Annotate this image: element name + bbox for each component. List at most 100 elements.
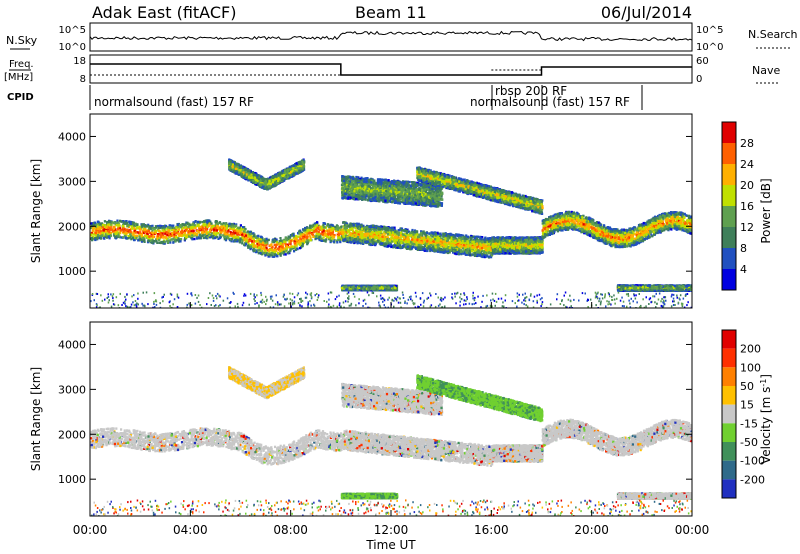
heatmap-cell (247, 179, 250, 182)
heatmap-cell (157, 229, 161, 232)
heatmap-cell (302, 239, 305, 242)
heatmap-cell (207, 231, 210, 234)
heatmap-cell (192, 225, 195, 229)
heatmap-cell (243, 226, 246, 229)
heatmap-cell (162, 239, 166, 242)
heatmap-cell (228, 162, 231, 166)
heatmap-cell (290, 167, 294, 170)
heatmap-cell (187, 225, 190, 228)
heatmap-cell (300, 232, 304, 235)
heatmap-cell (332, 227, 335, 230)
heatmap-cell (312, 228, 315, 231)
heatmap-cell (103, 220, 106, 223)
heatmap-cell (249, 234, 252, 238)
heatmap-cell (157, 233, 160, 236)
heatmap-cell (239, 231, 242, 234)
cpid-label: CPID (7, 92, 34, 103)
heatmap-cell (278, 249, 282, 253)
heatmap-cell (138, 234, 141, 237)
heatmap-cell (261, 186, 264, 189)
heatmap-cell (292, 164, 295, 167)
heatmap-cell (279, 254, 282, 257)
heatmap-cell (160, 235, 163, 239)
heatmap-cell (168, 232, 171, 235)
heatmap-cell (317, 233, 321, 236)
heatmap-cell (281, 244, 284, 247)
heatmap-cell (273, 238, 276, 241)
heatmap-cell (246, 169, 249, 172)
heatmap-cell (262, 185, 265, 188)
heatmap-cell (129, 233, 132, 236)
heatmap-cell (337, 226, 341, 230)
heatmap-cell (224, 222, 227, 226)
heatmap-cell (103, 227, 106, 231)
heatmap-cell (168, 224, 171, 228)
heatmap-cell (338, 230, 342, 234)
heatmap-cell (226, 235, 229, 238)
heatmap-cell (223, 227, 227, 230)
heatmap-cell (262, 239, 265, 242)
heatmap-cell (241, 228, 244, 231)
heatmap-cell (214, 236, 217, 239)
heatmap-cell (316, 221, 319, 224)
heatmap-cell (288, 240, 291, 243)
heatmap-cell (142, 228, 145, 231)
heatmap-cell (193, 232, 196, 235)
heatmap-cell (261, 183, 264, 186)
heatmap-cell (318, 237, 321, 240)
heatmap-cell (117, 221, 120, 224)
heatmap-cell (298, 239, 301, 243)
heatmap-cell (208, 219, 211, 222)
heatmap-cell (128, 225, 131, 229)
heatmap-cell (242, 169, 245, 172)
heatmap-cell (191, 235, 194, 238)
heatmap-cell (271, 252, 274, 255)
heatmap-cell (150, 239, 153, 242)
heatmap-cell (194, 220, 197, 223)
heatmap-cell (322, 229, 325, 232)
heatmap-cell (134, 231, 137, 234)
heatmap-cell (238, 239, 241, 242)
heatmap-cell (171, 234, 174, 237)
heatmap-cell (327, 223, 330, 226)
heatmap-cell (99, 230, 102, 233)
heatmap-cell (267, 180, 270, 184)
heatmap-cell (156, 241, 159, 244)
heatmap-cell (329, 225, 332, 228)
heatmap-cell (141, 223, 144, 226)
heatmap-cell (177, 239, 180, 242)
heatmap-cell (288, 174, 291, 177)
heatmap-cell (251, 245, 254, 248)
heatmap-cell (214, 224, 217, 227)
heatmap-cell (140, 234, 143, 237)
heatmap-cell (107, 232, 110, 235)
heatmap-cell (208, 221, 212, 224)
heatmap-cell (159, 241, 163, 245)
heatmap-cell (286, 168, 289, 172)
heatmap-cell (259, 184, 262, 187)
heatmap-cell (252, 235, 256, 238)
heatmap-cell (167, 229, 171, 232)
heatmap-cell (238, 169, 241, 172)
heatmap-cell (255, 240, 258, 243)
heatmap-cell (271, 245, 274, 249)
heatmap-cell (172, 224, 175, 227)
heatmap-cell (337, 230, 340, 233)
heatmap-cell (130, 225, 134, 228)
heatmap-cell (289, 239, 292, 243)
heatmap-cell (135, 227, 138, 230)
heatmap-cell (281, 246, 284, 249)
heatmap-cell (254, 173, 257, 177)
heatmap-cell (191, 238, 194, 241)
heatmap-cell (205, 223, 208, 226)
heatmap-cell (308, 226, 311, 230)
heatmap-cell (118, 227, 121, 230)
heatmap-cell (116, 219, 119, 222)
heatmap-cell (276, 252, 280, 255)
heatmap-cell (310, 224, 313, 227)
heatmap-cell (248, 169, 251, 172)
heatmap-cell (252, 179, 255, 182)
heatmap-cell (340, 225, 343, 228)
heatmap-cell (211, 225, 214, 229)
